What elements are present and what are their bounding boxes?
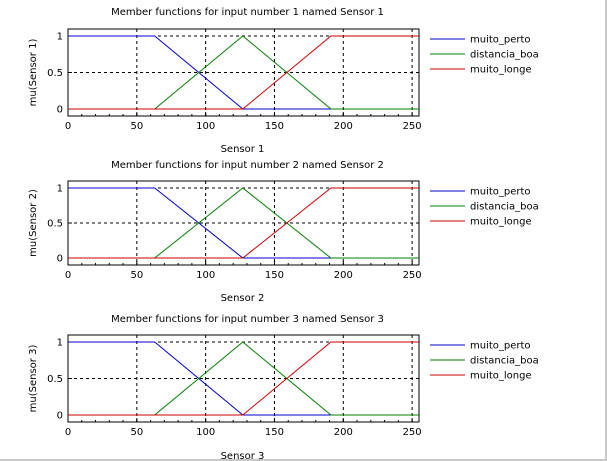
- x-axis-label: Sensor 3: [221, 451, 265, 461]
- x-tick-label: 50: [130, 270, 143, 281]
- chart-title: Member functions for input number 2 name…: [111, 160, 384, 171]
- x-tick-label: 200: [334, 121, 353, 132]
- x-axis-label: Sensor 2: [221, 293, 265, 304]
- x-tick-label: 250: [403, 427, 422, 438]
- y-axis-label: mu(Sensor 2): [28, 189, 39, 257]
- legend-entry-muito_longe: muito_longe: [470, 371, 532, 382]
- y-tick-label: 0.5: [47, 374, 63, 385]
- y-tick-label: 0.5: [47, 219, 63, 230]
- legend-entry-distancia_boa: distancia_boa: [470, 356, 539, 367]
- x-tick-label: 0: [65, 121, 71, 132]
- y-axis-label: mu(Sensor 1): [28, 39, 39, 107]
- y-tick-label: 1: [57, 32, 63, 43]
- x-tick-label: 50: [130, 427, 143, 438]
- x-tick-label: 0: [65, 270, 71, 281]
- legend-entry-muito_perto: muito_perto: [470, 187, 531, 198]
- series-line-muito_longe: [68, 341, 419, 416]
- chart-panel-2: Member functions for input number 2 name…: [28, 160, 539, 304]
- x-tick-label: 100: [196, 270, 215, 281]
- legend-entry-muito_longe: muito_longe: [470, 65, 532, 76]
- chart-title: Member functions for input number 1 name…: [111, 7, 384, 18]
- chart-panel-3: Member functions for input number 3 name…: [28, 314, 539, 461]
- x-tick-label: 100: [196, 121, 215, 132]
- x-tick-label: 150: [265, 427, 284, 438]
- series-line-muito_longe: [68, 35, 419, 110]
- chart-title: Member functions for input number 3 name…: [111, 314, 384, 325]
- x-axis-label: Sensor 1: [221, 144, 265, 155]
- x-tick-label: 0: [65, 427, 71, 438]
- legend-entry-muito_longe: muito_longe: [470, 217, 532, 228]
- x-tick-label: 250: [403, 121, 422, 132]
- x-tick-label: 150: [265, 121, 284, 132]
- x-tick-label: 200: [334, 270, 353, 281]
- legend-entry-muito_perto: muito_perto: [470, 35, 531, 46]
- x-tick-label: 250: [403, 270, 422, 281]
- y-tick-label: 0: [57, 411, 63, 422]
- y-tick-label: 0: [57, 254, 63, 265]
- x-tick-label: 100: [196, 427, 215, 438]
- y-tick-label: 1: [57, 184, 63, 195]
- y-tick-label: 0.5: [47, 68, 63, 79]
- y-axis-label: mu(Sensor 3): [28, 345, 39, 413]
- legend-entry-distancia_boa: distancia_boa: [470, 202, 539, 213]
- x-tick-label: 50: [130, 121, 143, 132]
- y-tick-label: 1: [57, 338, 63, 349]
- y-tick-label: 0: [57, 105, 63, 116]
- series-line-muito_longe: [68, 187, 419, 259]
- chart-panel-1: Member functions for input number 1 name…: [28, 7, 539, 155]
- legend-entry-distancia_boa: distancia_boa: [470, 50, 539, 61]
- legend-entry-muito_perto: muito_perto: [470, 341, 531, 352]
- x-tick-label: 200: [334, 427, 353, 438]
- x-tick-label: 150: [265, 270, 284, 281]
